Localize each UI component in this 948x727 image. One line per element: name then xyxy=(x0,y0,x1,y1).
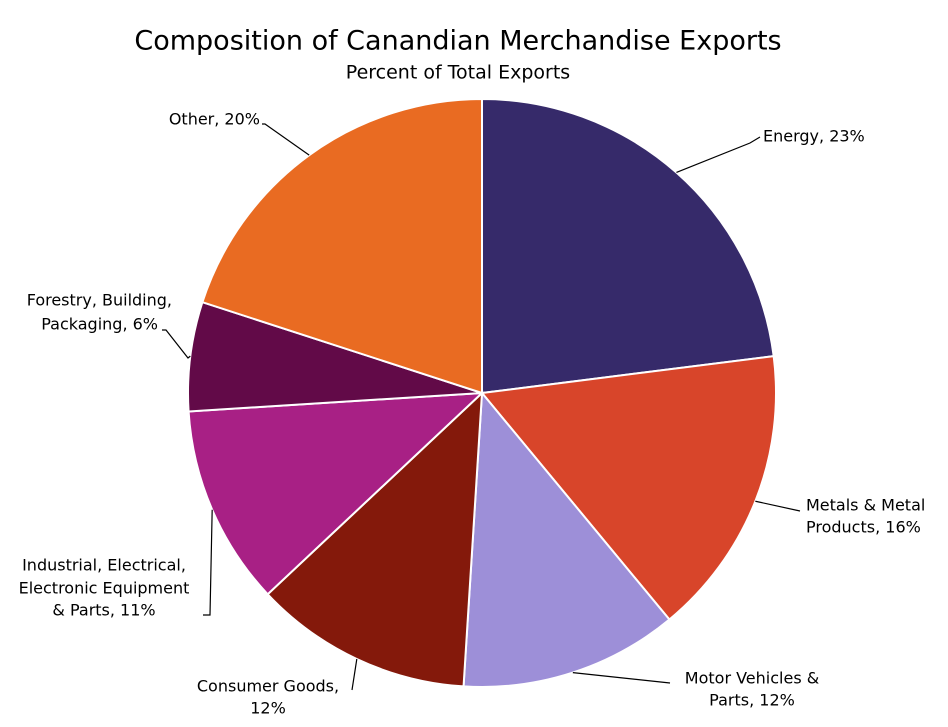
leader-line xyxy=(676,136,761,174)
leader-line xyxy=(203,509,213,616)
slice-label: Electronic Equipment xyxy=(19,579,190,598)
leader-line xyxy=(572,672,671,684)
chart-subtitle: Percent of Total Exports xyxy=(346,62,570,84)
slice-label: Products, 16% xyxy=(806,518,921,537)
pie-slice xyxy=(480,355,777,621)
slice-label: Motor Vehicles & xyxy=(685,669,819,688)
slice-label: Consumer Goods, xyxy=(197,677,339,696)
leader-line xyxy=(351,658,358,691)
slice-label: Other, 20% xyxy=(169,110,260,129)
pie-slice xyxy=(187,391,485,596)
slice-label: Industrial, Electrical, xyxy=(22,556,186,575)
slice-label: Metals & Metal xyxy=(806,496,925,515)
leader-line xyxy=(755,500,801,512)
leader-line xyxy=(162,329,191,359)
leader-line xyxy=(262,123,310,156)
slice-label: Forestry, Building, xyxy=(27,291,172,310)
slice-label: 12% xyxy=(250,699,286,718)
slice-label: Parts, 12% xyxy=(709,691,795,710)
chart-title: Composition of Canandian Merchandise Exp… xyxy=(134,26,781,57)
slice-label: Energy, 23% xyxy=(763,127,865,146)
slice-label: & Parts, 11% xyxy=(52,601,155,620)
pie-slice xyxy=(481,97,775,395)
slice-label: Packaging, 6% xyxy=(41,315,158,334)
